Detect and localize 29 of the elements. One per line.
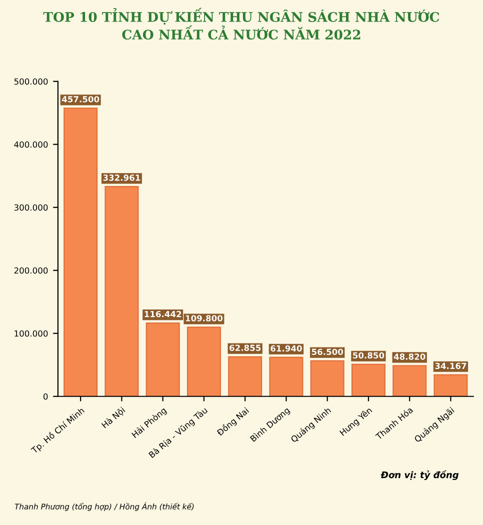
data-label: 48.820 [394, 354, 426, 360]
bar [64, 108, 98, 396]
y-tick-label: 100.000 [14, 330, 48, 337]
bar [392, 365, 427, 396]
data-label: 61.940 [270, 345, 302, 352]
data-label: 56.500 [312, 348, 344, 355]
data-label: 109.800 [186, 315, 223, 322]
data-label: 62.855 [230, 344, 261, 351]
x-tick-label: Hà Nội [101, 406, 126, 430]
data-label: 116.442 [144, 310, 182, 318]
text: Đơn vị: tỷ đồng [380, 470, 459, 480]
y-tick-label: 500.000 [14, 78, 48, 85]
data-label: 457.500 [62, 96, 100, 102]
bar [434, 374, 468, 396]
bar [228, 356, 262, 396]
data-label: 332.961 [103, 174, 140, 181]
bar [104, 186, 139, 396]
bar [269, 356, 304, 396]
chart-title: TOP 10 TỈNH DỰ KIẾN THU NGÂN SÁCH NHÀ NƯỚC CAO NHẤT CẢ NƯỚC NĂM 2022 [43, 8, 440, 40]
bar [186, 326, 221, 396]
bar [351, 364, 386, 396]
y-tick-label: 0 [43, 393, 48, 400]
y-tick-label: 400.000 [14, 141, 48, 148]
bar [146, 322, 180, 396]
bar [310, 360, 344, 396]
data-label: 34.167 [435, 362, 466, 370]
y-tick-label: 200.000 [14, 267, 48, 274]
data-label: 50.850 [353, 352, 384, 359]
y-tick-label: 300.000 [14, 204, 48, 211]
